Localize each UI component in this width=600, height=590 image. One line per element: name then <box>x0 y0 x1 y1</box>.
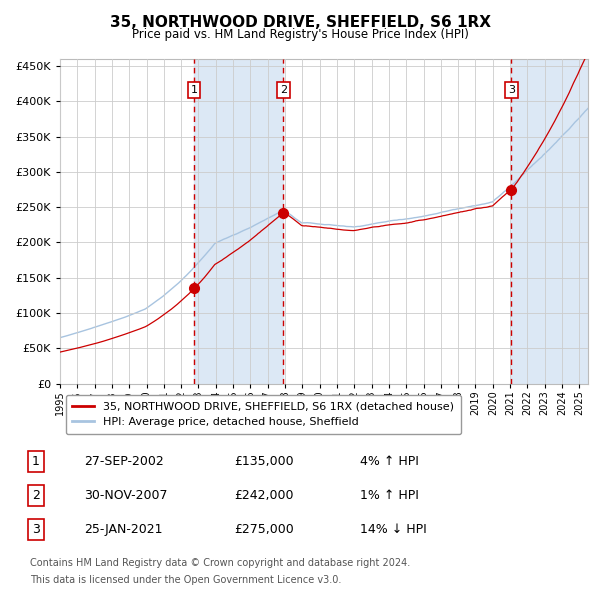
Legend: 35, NORTHWOOD DRIVE, SHEFFIELD, S6 1RX (detached house), HPI: Average price, det: 35, NORTHWOOD DRIVE, SHEFFIELD, S6 1RX (… <box>65 395 461 434</box>
Text: 27-SEP-2002: 27-SEP-2002 <box>84 455 164 468</box>
Text: 1% ↑ HPI: 1% ↑ HPI <box>360 489 419 502</box>
Text: 25-JAN-2021: 25-JAN-2021 <box>84 523 163 536</box>
Text: 1: 1 <box>190 85 197 95</box>
Text: 3: 3 <box>508 85 515 95</box>
Text: 14% ↓ HPI: 14% ↓ HPI <box>360 523 427 536</box>
Bar <box>511 59 588 384</box>
Text: £275,000: £275,000 <box>234 523 294 536</box>
Text: 3: 3 <box>32 523 40 536</box>
Text: Price paid vs. HM Land Registry's House Price Index (HPI): Price paid vs. HM Land Registry's House … <box>131 28 469 41</box>
Text: 2: 2 <box>280 85 287 95</box>
Text: 35, NORTHWOOD DRIVE, SHEFFIELD, S6 1RX: 35, NORTHWOOD DRIVE, SHEFFIELD, S6 1RX <box>110 15 491 30</box>
Text: Contains HM Land Registry data © Crown copyright and database right 2024.: Contains HM Land Registry data © Crown c… <box>30 558 410 568</box>
Text: 1: 1 <box>32 455 40 468</box>
Text: 4% ↑ HPI: 4% ↑ HPI <box>360 455 419 468</box>
Text: This data is licensed under the Open Government Licence v3.0.: This data is licensed under the Open Gov… <box>30 575 341 585</box>
Text: 2: 2 <box>32 489 40 502</box>
Text: £135,000: £135,000 <box>234 455 293 468</box>
Bar <box>194 59 283 384</box>
Text: 30-NOV-2007: 30-NOV-2007 <box>84 489 167 502</box>
Text: £242,000: £242,000 <box>234 489 293 502</box>
